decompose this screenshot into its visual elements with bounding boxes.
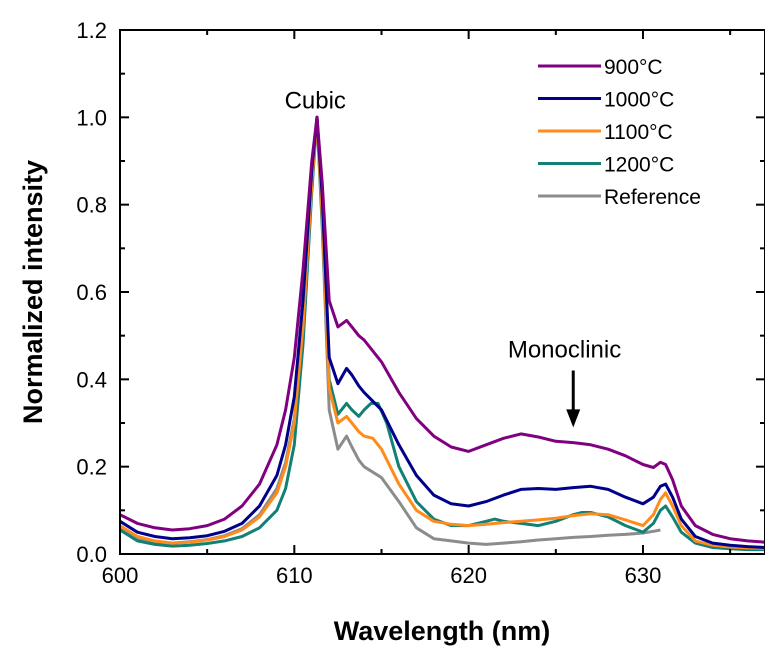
series-line-1 (120, 115, 765, 549)
annotation-label-0: Cubic (285, 88, 346, 115)
legend: 900°C 1000°C 1100°C 1200°C Reference (538, 56, 701, 209)
legend-label-3: 1200°C (604, 154, 674, 177)
y-tick-label: 0.2 (76, 455, 107, 480)
series-line-2 (120, 115, 765, 550)
y-tick-label: 1.2 (76, 18, 107, 43)
legend-label-0: 900°C (604, 56, 663, 79)
y-tick-label: 0.4 (76, 367, 107, 392)
series-line-0 (120, 115, 765, 544)
y-tick-label: 1.0 (76, 105, 107, 130)
x-axis-title: Wavelength (nm) (334, 616, 551, 646)
x-tick-label: 630 (625, 563, 662, 588)
y-tick-label: 0.8 (76, 193, 107, 218)
y-axis: 0.0 0.2 0.4 0.6 0.8 1.0 1.2 (76, 18, 765, 567)
series-line-3 (120, 115, 765, 552)
x-tick-label: 600 (102, 563, 139, 588)
y-axis-title: Normalized intensity (18, 160, 48, 424)
annotation-label-1: Monoclinic (508, 337, 621, 364)
x-tick-label: 610 (276, 563, 313, 588)
plot-series-layer (120, 115, 765, 552)
series-line-4 (120, 115, 661, 546)
legend-label-4: Reference (604, 186, 701, 209)
annotation-arrow-head (566, 409, 581, 428)
legend-label-1: 1000°C (604, 89, 674, 112)
x-tick-label: 620 (450, 563, 487, 588)
y-tick-label: 0.0 (76, 542, 107, 567)
annotations: Cubic Monoclinic (285, 88, 621, 428)
y-tick-label: 0.6 (76, 280, 107, 305)
x-axis: 600 610 620 630 (102, 30, 732, 588)
legend-label-2: 1100°C (604, 121, 673, 144)
